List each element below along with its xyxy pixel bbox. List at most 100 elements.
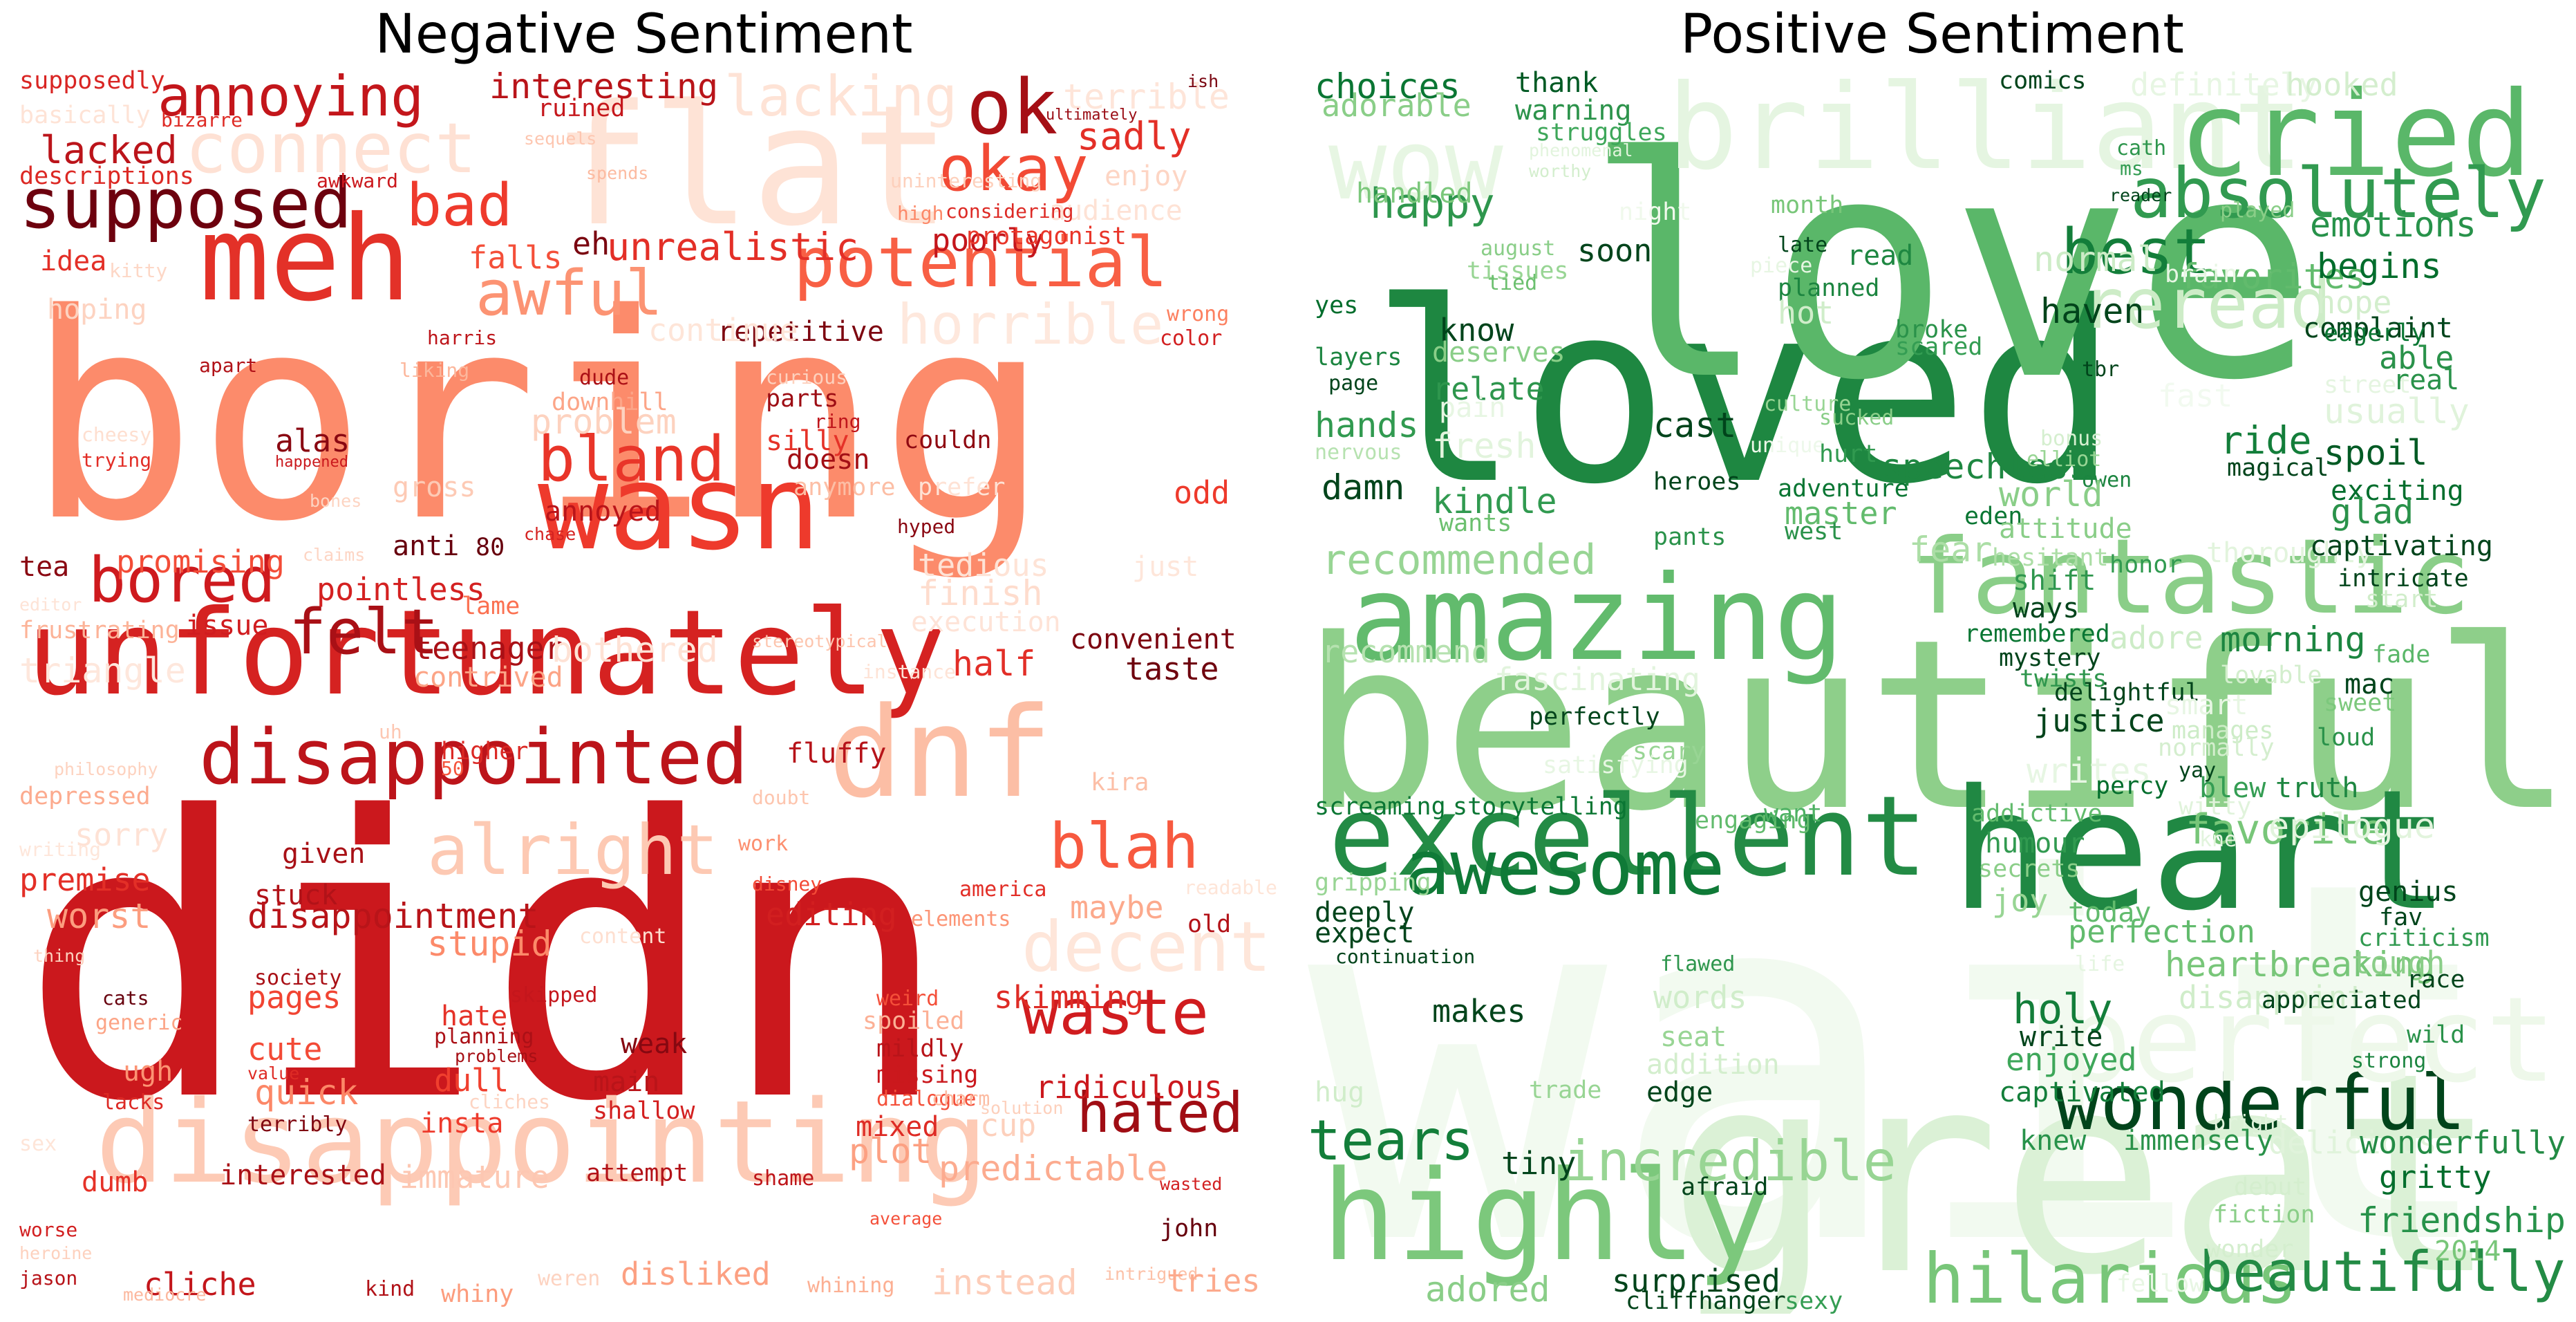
word-repetitive: repetitive	[717, 316, 884, 348]
word-depressed: depressed	[19, 783, 151, 810]
word-happened: happened	[275, 454, 348, 471]
word-afraid: afraid	[1681, 1173, 1769, 1201]
word-protagonist: protagonist	[966, 223, 1127, 250]
word-criticism: criticism	[2358, 924, 2490, 952]
word-write: write	[2020, 1021, 2103, 1053]
word-claims: claims	[303, 545, 366, 565]
word-quick: quick	[254, 1072, 359, 1112]
word-relate: relate	[1432, 371, 1545, 407]
word-anymore: anymore	[793, 474, 896, 501]
negative-word-cloud: boring didn unfortunately wasn meh flat disapp…	[12, 69, 1277, 1314]
word-layers: layers	[1315, 344, 1402, 371]
word-tea: tea	[19, 551, 70, 583]
word-haven: haven	[2040, 291, 2145, 331]
word-sequels: sequels	[524, 129, 597, 149]
word-remembered: remembered	[1964, 620, 2110, 648]
word-mildly: mildly	[876, 1035, 964, 1063]
word-connect: connect	[185, 108, 477, 189]
word-whining: whining	[807, 1274, 895, 1298]
word-absolutely: absolutely	[2130, 153, 2547, 234]
word-america: america	[959, 877, 1047, 902]
word-unique: unique	[1750, 434, 1825, 458]
word-recommend: recommend	[1322, 633, 1490, 670]
word-want: want	[1764, 800, 1823, 828]
word-audience: audience	[1049, 195, 1183, 227]
word-fascinating: fascinating	[1494, 661, 1701, 698]
word-month: month	[1771, 192, 1844, 219]
word-hug: hug	[1315, 1077, 1365, 1108]
word-deserves: deserves	[1432, 337, 1566, 369]
word-promising: promising	[116, 543, 285, 580]
word-generic: generic	[95, 1011, 183, 1035]
word-doubt: doubt	[752, 786, 811, 809]
word-half: half	[952, 644, 1036, 684]
word-thing: thing	[33, 946, 86, 966]
word-broke: broke	[1895, 316, 1968, 344]
word-addictive: addictive	[1971, 800, 2103, 828]
word-today: today	[2068, 897, 2152, 929]
word-able: able	[2379, 339, 2454, 376]
word-cliffhanger: cliffhanger	[1626, 1287, 1786, 1314]
word-average: average	[869, 1209, 943, 1229]
word-enjoyed: enjoyed	[2006, 1041, 2137, 1078]
word-eh: eh	[572, 225, 610, 262]
word-cats: cats	[102, 987, 149, 1009]
word-dialogue: dialogue	[876, 1087, 977, 1111]
word-tiny: tiny	[1501, 1145, 1577, 1182]
word-higher: higher	[441, 738, 529, 765]
word-triangle: triangle	[19, 651, 186, 691]
word-writes: writes	[2027, 751, 2152, 791]
word-just: just	[1132, 551, 1199, 583]
word-highly: highly	[1322, 1144, 1771, 1289]
word-deeply: deeply	[1315, 897, 1415, 929]
word-heroine: heroine	[19, 1243, 93, 1263]
word-normal: normal	[2033, 239, 2159, 279]
word-supposed: supposed	[19, 163, 352, 244]
word-smart: smart	[2165, 689, 2248, 721]
word-liking: liking	[399, 359, 470, 382]
word-silly: silly	[766, 425, 849, 457]
word-pain: pain	[1439, 392, 1506, 424]
word-sucked: sucked	[1819, 406, 1895, 430]
word-twists: twists	[2020, 665, 2107, 693]
word-50: 50	[441, 757, 464, 780]
word-flawed: flawed	[1660, 952, 1736, 976]
word-teenager: teenager	[413, 630, 563, 667]
word-editing: editing	[766, 896, 897, 933]
word-main: main	[593, 1066, 660, 1098]
word-brilliant: brilliant	[1667, 69, 2304, 196]
word-exciting: exciting	[2331, 475, 2464, 507]
word-lacked: lacked	[40, 128, 178, 172]
word-potential: potential	[793, 222, 1168, 303]
word-dnf: dnf	[828, 681, 1053, 826]
word-late: late	[1778, 233, 1828, 257]
word-attitude: attitude	[1999, 513, 2132, 545]
word-lacking: lacking	[724, 69, 958, 129]
word-lovable: lovable	[2220, 662, 2322, 689]
word-weird: weird	[876, 987, 939, 1011]
word-world: world	[1999, 474, 2103, 514]
word-anti: anti	[393, 530, 460, 562]
word-fellow: fellow	[2116, 1270, 2204, 1298]
word-sorry: sorry	[75, 817, 169, 853]
word-blah: blah	[1049, 810, 1199, 883]
word-loud: loud	[2317, 724, 2376, 752]
word-fresh: fresh	[1432, 426, 1536, 466]
word-mystery: mystery	[1999, 644, 2101, 672]
word-worst: worst	[47, 896, 151, 936]
word-phenomenal: phenomenal	[1529, 140, 1633, 160]
word-uninteresting: uninteresting	[890, 169, 1042, 192]
word-heroes: heroes	[1653, 468, 1741, 496]
word-fade: fade	[2372, 641, 2431, 669]
word-street: street	[2324, 371, 2412, 399]
word-wonderfully: wonderfully	[2360, 1124, 2566, 1161]
word-terrible: terrible	[1063, 77, 1230, 117]
word-thank: thank	[1515, 69, 1599, 99]
word-annoyed: annoyed	[545, 496, 661, 528]
word-cliches: cliches	[469, 1090, 551, 1113]
word-perfect: perfect	[2061, 972, 2557, 1109]
word-love: love	[1584, 93, 2317, 447]
word-definitely: definitely	[2130, 69, 2318, 103]
word-fluffy: fluffy	[787, 738, 887, 770]
word-life: life	[2075, 952, 2125, 976]
